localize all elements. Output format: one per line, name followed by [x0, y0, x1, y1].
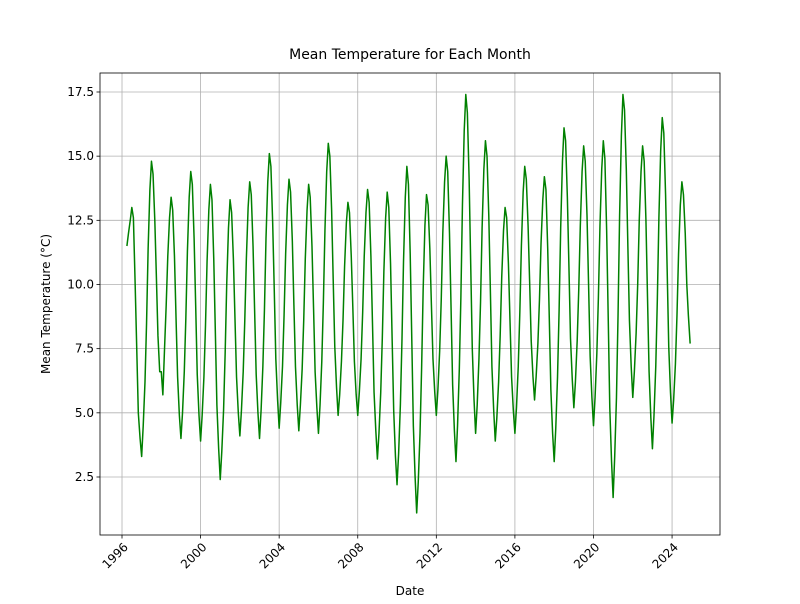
chart-title: Mean Temperature for Each Month — [289, 47, 531, 63]
y-tick-label: 10.0 — [67, 277, 94, 291]
data-line — [126, 93, 691, 514]
y-tick-label: 7.5 — [75, 342, 94, 356]
axes-frame — [99, 72, 721, 536]
y-axis-label: Mean Temperature (°C) — [39, 234, 53, 374]
y-tick-label: 5.0 — [75, 406, 94, 420]
y-tick-label: 15.0 — [67, 149, 94, 163]
y-tick-label: 12.5 — [67, 213, 94, 227]
x-axis-label: Date — [396, 584, 425, 598]
y-tick-label: 2.5 — [75, 470, 94, 484]
y-tick-label: 17.5 — [67, 85, 94, 99]
